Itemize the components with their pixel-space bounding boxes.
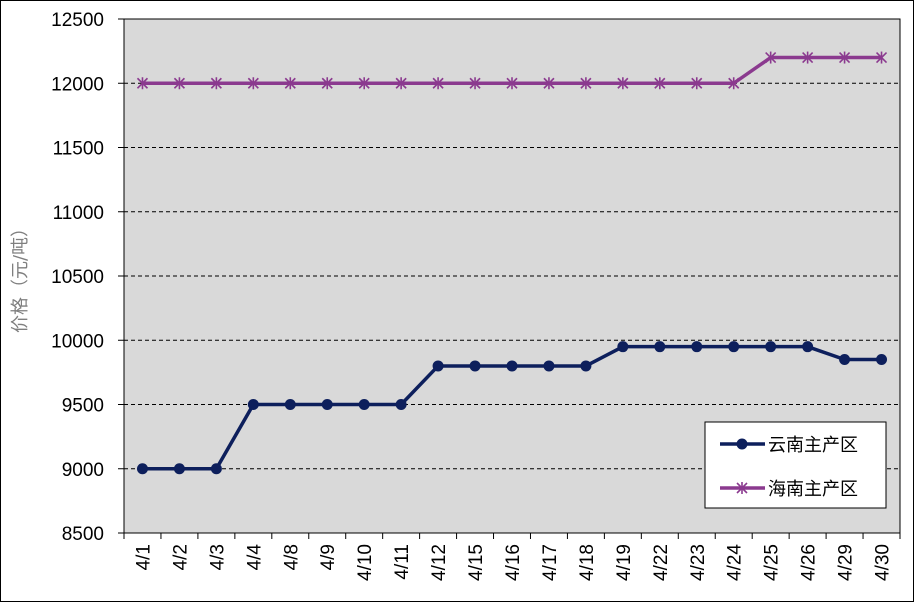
data-point <box>469 77 481 90</box>
data-point <box>284 399 296 410</box>
legend-label: 云南主产区 <box>768 435 858 456</box>
x-tick-labels: 4/1 4/2 4/3 4/4 4/8 4/9 4/10 4/11 4/12 4/15 4/16 4/… <box>133 544 893 581</box>
data-point <box>210 77 222 90</box>
data-point <box>839 354 851 366</box>
data-point <box>173 77 185 90</box>
data-point <box>210 463 222 475</box>
data-point <box>728 77 740 90</box>
data-point <box>432 77 444 90</box>
data-point <box>136 77 149 90</box>
data-point <box>395 399 407 410</box>
x-tick-label: 4/22 <box>651 544 672 581</box>
x-tick-label: 4/23 <box>688 544 709 581</box>
data-point <box>654 77 666 90</box>
x-tick-label: 4/19 <box>614 544 635 581</box>
y-tick-label: 10500 <box>51 267 104 288</box>
x-tick-label: 4/8 <box>281 544 302 570</box>
x-tick-label: 4/16 <box>503 544 524 581</box>
data-point <box>469 360 481 372</box>
y-tick-label: 11500 <box>53 139 104 160</box>
x-tick-label: 4/3 <box>207 544 228 570</box>
data-point <box>765 341 777 353</box>
legend-item-0: 云南主产区 <box>720 435 858 456</box>
x-tick-label: 4/26 <box>799 544 820 581</box>
data-point <box>543 360 555 372</box>
data-point <box>247 399 259 410</box>
x-tick-label: 4/25 <box>762 544 783 581</box>
plot-border <box>123 18 901 534</box>
data-point <box>173 463 185 475</box>
data-point <box>506 77 518 90</box>
x-tick-label: 4/18 <box>577 544 598 581</box>
x-tick-label: 4/12 <box>429 544 450 581</box>
data-point <box>617 341 629 353</box>
data-point <box>358 399 370 410</box>
x-tick-label: 4/9 <box>318 544 339 570</box>
data-point <box>395 77 407 90</box>
x-tick-label: 4/15 <box>466 544 487 581</box>
y-tick-labels: 8500 9000 9500 10000 10500 11000 11500 12000 125… <box>51 10 104 545</box>
y-tick-label: 9500 <box>62 396 104 417</box>
data-point <box>358 77 370 90</box>
data-point <box>580 360 592 372</box>
data-point <box>432 360 444 372</box>
data-point <box>506 360 518 372</box>
data-point <box>654 341 666 353</box>
y-tick-label: 12000 <box>51 74 104 95</box>
data-point <box>765 51 777 64</box>
legend-item-1: 海南主产区 <box>720 479 858 500</box>
data-point <box>321 399 333 410</box>
x-tick-label: 4/11 <box>392 544 413 580</box>
y-tick-label: 10000 <box>51 331 104 352</box>
series-group <box>136 51 888 475</box>
data-point <box>580 77 592 90</box>
x-tick-label: 4/10 <box>355 544 376 581</box>
data-point <box>247 77 259 90</box>
series-1 <box>136 51 888 90</box>
y-tick-label: 9000 <box>62 460 104 481</box>
data-point <box>691 77 703 90</box>
x-tick-label: 4/17 <box>540 544 561 581</box>
x-tick-label: 4/2 <box>170 544 191 570</box>
data-point <box>321 77 333 90</box>
series-0 <box>136 341 888 475</box>
data-point <box>284 77 296 90</box>
legend-marker <box>736 438 748 450</box>
data-point <box>839 51 851 64</box>
x-tick-label: 4/24 <box>725 544 746 581</box>
x-tick-label: 4/29 <box>836 544 857 581</box>
y-tick-label: 8500 <box>62 524 104 545</box>
data-point <box>543 77 555 90</box>
x-tick-label: 4/4 <box>244 544 265 571</box>
x-tick-label: 4/30 <box>873 544 894 581</box>
data-point <box>802 341 814 353</box>
legend-label: 海南主产区 <box>768 479 858 500</box>
axes <box>118 18 901 539</box>
data-point <box>875 51 888 64</box>
data-point <box>617 77 629 90</box>
y-tick-label: 12500 <box>51 10 104 31</box>
data-point <box>136 463 148 475</box>
data-point <box>876 354 888 366</box>
x-tick-label: 4/1 <box>133 544 154 570</box>
y-axis-label: 价格（元/吨） <box>10 219 31 333</box>
y-tick-label: 11000 <box>53 203 104 224</box>
legend-box <box>704 421 887 509</box>
data-point <box>728 341 740 353</box>
data-point <box>691 341 703 353</box>
data-point <box>802 51 814 64</box>
legend-marker <box>736 482 748 494</box>
